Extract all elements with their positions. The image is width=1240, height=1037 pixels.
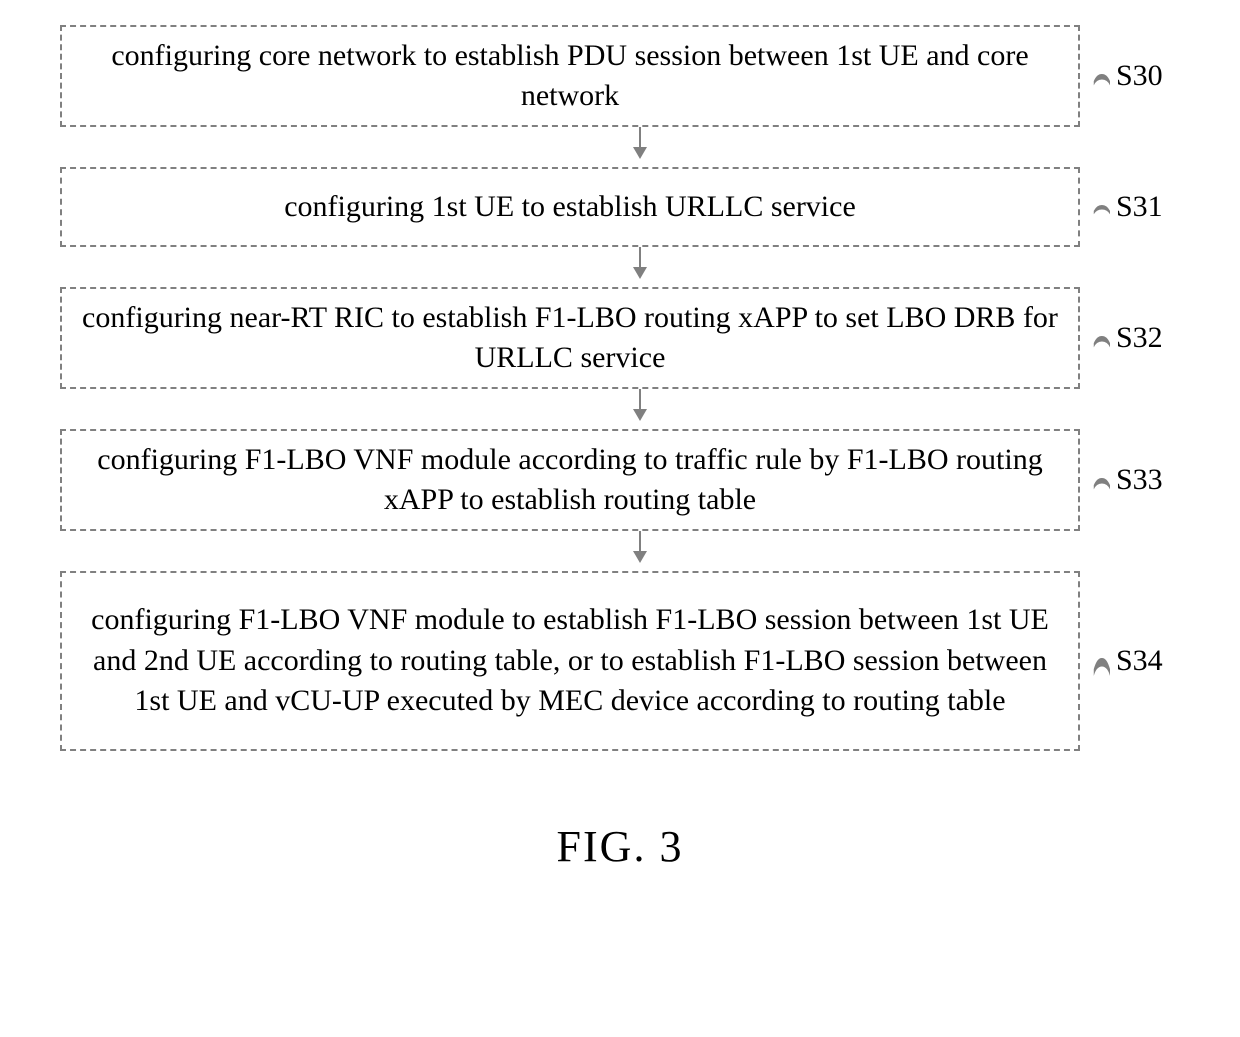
- step-row-s32: configuring near-RT RIC to establish F1-…: [20, 287, 1220, 389]
- arrow-icon: [639, 531, 641, 561]
- arrow-s30-s31: [130, 127, 1150, 167]
- curve-icon: ⌢: [1092, 602, 1116, 721]
- step-row-s31: configuring 1st UE to establish URLLC se…: [20, 167, 1220, 247]
- curve-icon: ⌢: [1092, 176, 1116, 237]
- step-text-s34: configuring F1-LBO VNF module to establi…: [82, 600, 1058, 722]
- step-label-wrap-s33: ⌢ S33: [1092, 463, 1163, 497]
- step-text-s33: configuring F1-LBO VNF module according …: [82, 440, 1058, 521]
- step-text-s31: configuring 1st UE to establish URLLC se…: [284, 187, 856, 228]
- step-box-s34: configuring F1-LBO VNF module to establi…: [60, 571, 1080, 751]
- step-label-s34: S34: [1116, 644, 1163, 678]
- arrow-s33-s34: [130, 531, 1150, 571]
- step-label-s32: S32: [1116, 321, 1163, 355]
- step-row-s33: configuring F1-LBO VNF module according …: [20, 429, 1220, 531]
- arrow-icon: [639, 247, 641, 277]
- step-row-s30: configuring core network to establish PD…: [20, 25, 1220, 127]
- arrow-s31-s32: [130, 247, 1150, 287]
- step-box-s30: configuring core network to establish PD…: [60, 25, 1080, 127]
- arrow-s32-s33: [130, 389, 1150, 429]
- step-text-s30: configuring core network to establish PD…: [82, 36, 1058, 117]
- step-label-s33: S33: [1116, 463, 1163, 497]
- step-label-s31: S31: [1116, 190, 1163, 224]
- step-label-wrap-s32: ⌢ S32: [1092, 321, 1163, 355]
- curve-icon: ⌢: [1092, 443, 1116, 518]
- step-box-s33: configuring F1-LBO VNF module according …: [60, 429, 1080, 531]
- step-label-wrap-s31: ⌢ S31: [1092, 190, 1163, 224]
- step-row-s34: configuring F1-LBO VNF module to establi…: [20, 571, 1220, 751]
- arrow-icon: [639, 127, 641, 157]
- step-box-s31: configuring 1st UE to establish URLLC se…: [60, 167, 1080, 247]
- step-label-wrap-s34: ⌢ S34: [1092, 644, 1163, 678]
- step-text-s32: configuring near-RT RIC to establish F1-…: [82, 298, 1058, 379]
- curve-icon: ⌢: [1092, 301, 1116, 376]
- curve-icon: ⌢: [1092, 39, 1116, 114]
- step-label-s30: S30: [1116, 59, 1163, 93]
- step-box-s32: configuring near-RT RIC to establish F1-…: [60, 287, 1080, 389]
- flowchart-container: configuring core network to establish PD…: [20, 25, 1220, 751]
- step-label-wrap-s30: ⌢ S30: [1092, 59, 1163, 93]
- figure-label: FIG. 3: [557, 821, 684, 872]
- arrow-icon: [639, 389, 641, 419]
